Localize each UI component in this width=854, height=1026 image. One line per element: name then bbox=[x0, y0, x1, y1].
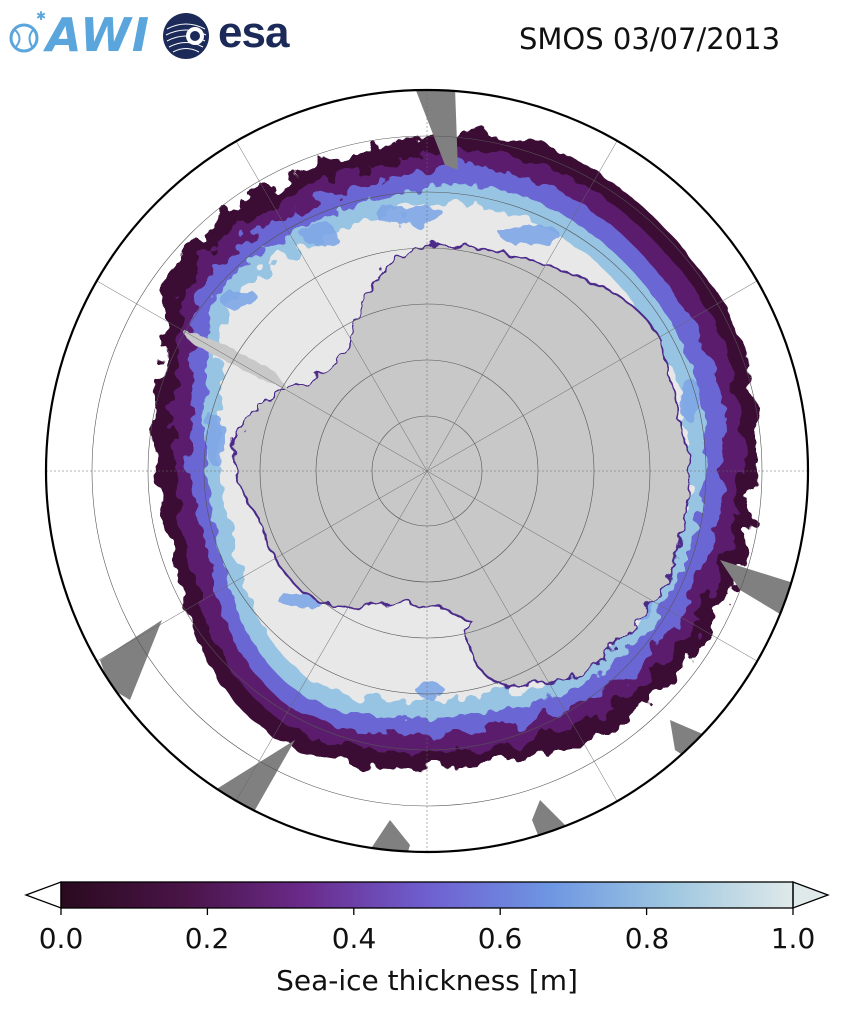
colorbar-tick-label: 1.0 bbox=[770, 922, 816, 955]
awi-logo: AWI bbox=[46, 8, 150, 62]
missing-data-wedges bbox=[100, 90, 800, 852]
colorbar-tick-label: 0.0 bbox=[38, 922, 84, 955]
colorbar-tick-marks bbox=[60, 908, 794, 915]
colorbar bbox=[24, 881, 830, 915]
map-title: SMOS 03/07/2013 bbox=[519, 22, 781, 56]
map-boundary bbox=[44, 88, 810, 854]
colorbar-label: Sea-ice thickness [m] bbox=[276, 964, 578, 997]
colorbar-extend-max bbox=[792, 881, 830, 909]
esa-logo: esa bbox=[218, 8, 289, 57]
colorbar-tick-label: 0.2 bbox=[184, 922, 230, 955]
esa-swirl-icon bbox=[163, 13, 209, 59]
svg-text:✱: ✱ bbox=[36, 9, 46, 23]
colorbar-gradient bbox=[61, 882, 793, 908]
colorbar-tick-label: 0.6 bbox=[477, 922, 523, 955]
logos: ✱ AWI esa bbox=[6, 6, 316, 66]
colorbar-tick-label: 0.8 bbox=[624, 922, 670, 955]
colorbar-tick-label: 0.4 bbox=[331, 922, 377, 955]
polar-map bbox=[44, 88, 810, 854]
awi-globe-icon: ✱ bbox=[9, 9, 46, 53]
meridians bbox=[96, 140, 758, 802]
colorbar-extend-min bbox=[24, 881, 62, 909]
